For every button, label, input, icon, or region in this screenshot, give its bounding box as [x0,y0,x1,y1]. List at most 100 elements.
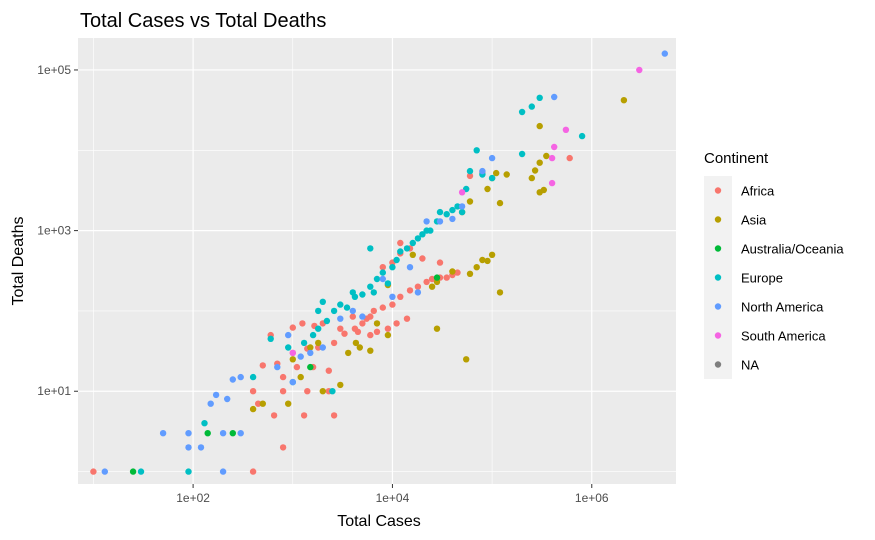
data-point [219,430,227,437]
data-point [466,172,474,180]
data-point [129,468,137,475]
data-point [484,257,491,265]
legend-label: Europe [741,271,783,286]
data-point [403,245,411,252]
data-point [414,283,422,290]
data-point [496,289,504,296]
data-point [359,320,366,327]
data-point [536,94,543,102]
data-point [270,412,278,419]
data-point [458,203,466,210]
data-point [330,339,338,347]
data-point [548,179,556,187]
data-point [479,167,486,175]
grid-lines [78,38,676,484]
data-point [496,199,504,207]
data-point [548,154,556,162]
data-point [279,444,287,451]
data-point [351,325,359,332]
y-tick-label: 1e+01 [37,384,71,398]
data-point [207,400,214,407]
data-point [356,344,363,351]
data-point [578,132,586,140]
data-point [330,307,338,315]
data-point [274,363,281,371]
data-point [466,270,474,277]
data-point [551,143,558,151]
data-point [419,255,426,262]
data-point [329,388,336,395]
x-axis: 1e+02 1e+04 1e+06 [176,484,609,505]
data-point [414,235,422,242]
data-point [249,468,257,475]
data-point [185,444,192,451]
data-point [349,313,356,320]
data-point [315,339,322,347]
data-point [389,293,396,300]
data-point [379,304,386,311]
legend-label: Asia [741,213,767,228]
data-point [397,293,404,300]
legend-swatch [714,187,722,194]
legend-swatch [714,332,722,339]
data-point [397,248,404,255]
data-point [379,264,386,271]
data-point [536,122,543,130]
data-point [197,444,205,451]
data-point [403,315,411,322]
data-point [219,468,227,475]
data-point [297,353,304,360]
data-point [414,289,422,296]
chart-title: Total Cases vs Total Deaths [80,10,326,32]
data-point [249,405,257,413]
data-point [229,430,236,437]
data-point [212,391,220,399]
legend-swatch [714,361,722,368]
data-point [518,108,526,116]
data-point [419,231,426,238]
data-point [620,97,628,104]
data-point [636,66,643,74]
data-point [488,154,496,162]
data-point [300,412,308,419]
data-point [367,283,374,290]
data-point [299,320,306,327]
data-point [237,430,244,437]
data-point [423,278,430,286]
legend-label: NA [741,358,759,373]
legend-label: Africa [741,184,775,199]
data-point [540,186,547,194]
data-point [359,313,366,320]
data-point [319,388,326,395]
data-point [345,349,352,357]
data-point [367,313,374,320]
plot-panel [78,38,676,484]
data-point [373,328,381,335]
data-point [543,152,550,160]
legend-swatch [714,216,722,223]
data-point [279,388,287,395]
data-point [436,218,444,225]
data-point [337,325,344,332]
x-axis-title: Total Cases [337,513,421,530]
data-point [488,251,496,258]
data-point [359,291,366,298]
data-point [428,283,436,290]
data-point [393,320,400,327]
data-point [315,307,322,315]
data-point [503,171,510,178]
data-point [337,381,344,389]
data-point [337,315,344,322]
data-point [473,147,480,154]
data-point [307,363,314,371]
data-point [454,269,461,276]
data-points [90,50,668,475]
data-point [428,275,436,283]
data-point [379,275,386,283]
data-point [229,376,236,383]
data-point [473,264,480,271]
data-point [237,373,244,381]
data-point [531,167,539,174]
data-point [159,430,167,437]
